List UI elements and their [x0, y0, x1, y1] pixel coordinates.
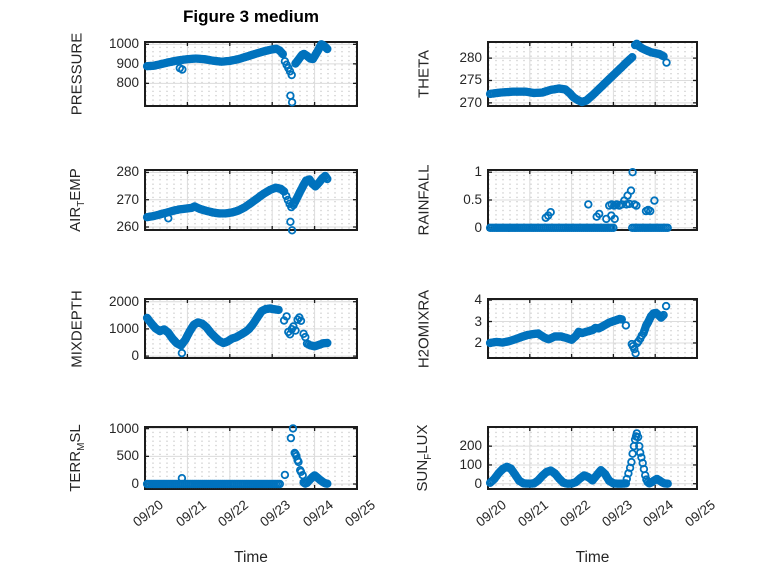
y-tick-label: 3 [474, 313, 482, 329]
x-tick-label: 09/24 [640, 497, 677, 530]
x-tick-label: 09/24 [299, 497, 336, 530]
axes-box [487, 298, 698, 359]
x-tick-label: 09/23 [598, 497, 635, 530]
subplot-canvas [485, 426, 698, 490]
x-tick-label: 09/20 [130, 497, 167, 530]
y-tick-label: 500 [116, 448, 139, 464]
y-tick-label: 0 [131, 348, 139, 364]
y-tick-label: 0 [131, 476, 139, 492]
subplot-canvas [485, 39, 698, 107]
x-tick-label: 09/20 [473, 497, 510, 530]
y-tick-label: 800 [116, 75, 139, 91]
x-tick-label: 09/22 [556, 497, 593, 530]
y-tick-label: 260 [116, 219, 139, 234]
y-tick-label: 0 [474, 475, 482, 491]
tick-marks [487, 42, 698, 106]
x-tick-label: 09/23 [257, 497, 294, 530]
y-axis-label-part: SL [67, 424, 84, 443]
subplot-canvas [485, 168, 698, 232]
y-tick-label: 270 [116, 191, 139, 207]
y-axis-label-part: F [423, 453, 434, 460]
subplot-sun_flux [485, 426, 698, 490]
y-tick-label: 280 [459, 50, 482, 66]
data-points [142, 171, 332, 235]
x-axis-label-right: Time [575, 549, 610, 566]
subplot-pressure [142, 40, 358, 107]
y-axis-label-theta: THETA [416, 50, 433, 98]
tick-marks [144, 299, 358, 358]
y-axis-label-part: MIXDEPTH [68, 289, 86, 368]
y-axis-label-part: TERR [67, 450, 84, 492]
y-axis-label-part: T [76, 200, 87, 207]
x-tick-label: 09/21 [515, 497, 552, 530]
x-axis-label-left: Time [234, 549, 268, 566]
data-points [485, 301, 671, 358]
y-axis-label-rainfall: RAINFALL [416, 165, 433, 236]
y-axis-label-part: AIR [67, 206, 84, 232]
subplot-canvas [142, 424, 358, 490]
y-axis-label-terr_msl: TERRMSL [67, 424, 87, 492]
chart-title: Figure 3 medium [182, 7, 320, 26]
y-axis-label-air_temp: AIRTEMP [67, 168, 87, 232]
y-tick-label: 1000 [108, 36, 139, 52]
data-points [485, 168, 672, 232]
subplot-mixdepth [142, 298, 358, 359]
y-tick-label: 0 [474, 219, 482, 235]
y-axis-label-part: EMP [67, 168, 84, 201]
y-tick-label: 280 [116, 164, 139, 180]
y-tick-label: 200 [459, 438, 482, 454]
axes-box [487, 426, 698, 490]
y-axis-label-part: M [76, 442, 87, 451]
y-axis-label-part: PRESSURE [68, 32, 86, 116]
y-tick-label: 4 [474, 292, 482, 308]
subplot-theta [485, 39, 698, 107]
data-points [485, 429, 672, 488]
x-tick-label: 09/25 [342, 497, 379, 530]
y-tick-label: 1000 [108, 420, 139, 436]
x-tick-label: 09/21 [172, 497, 209, 530]
y-tick-label: 2 [474, 334, 482, 350]
y-axis-label-part: LUX [414, 424, 431, 454]
major-grid [145, 170, 357, 230]
axes-box [144, 426, 358, 490]
subplot-canvas [142, 40, 358, 107]
y-axis-label-part: SUN [414, 459, 431, 492]
y-axis-label-h2omixra: H2OMIXRA [416, 289, 433, 367]
y-tick-label: 100 [459, 456, 482, 472]
y-tick-label: 1 [474, 164, 482, 180]
y-axis-label-pressure: PRESSURE [69, 33, 86, 116]
subplot-air_temp [142, 169, 358, 235]
y-tick-label: 1000 [108, 320, 139, 336]
y-tick-label: 2000 [108, 293, 139, 309]
subplot-canvas [485, 298, 698, 359]
axes-box [144, 41, 358, 107]
major-grid [488, 170, 697, 230]
subplot-rainfall [485, 168, 698, 232]
y-tick-label: 270 [459, 94, 482, 110]
axes-box [487, 41, 698, 107]
data-points [142, 424, 332, 489]
subplot-canvas [142, 169, 358, 235]
data-points [485, 39, 671, 107]
y-axis-label-part: RAINFALL [415, 164, 433, 236]
data-points [142, 304, 332, 358]
y-axis-label-part: THETA [415, 49, 433, 99]
x-tick-label: 09/25 [682, 497, 719, 530]
y-tick-label: 900 [116, 55, 139, 71]
y-tick-label: 275 [459, 72, 482, 88]
y-axis-label-sun_flux: SUNFLUX [414, 425, 434, 492]
subplot-h2omixra [485, 298, 698, 359]
y-axis-label-mixdepth: MIXDEPTH [69, 290, 86, 368]
x-tick-label: 09/22 [215, 497, 252, 530]
data-points [142, 40, 332, 107]
y-axis-label-part: H2OMIXRA [415, 289, 433, 368]
tick-marks [144, 170, 358, 230]
y-tick-label: 0.5 [463, 192, 482, 207]
subplot-canvas [142, 298, 358, 359]
subplot-terr_msl [142, 424, 358, 490]
